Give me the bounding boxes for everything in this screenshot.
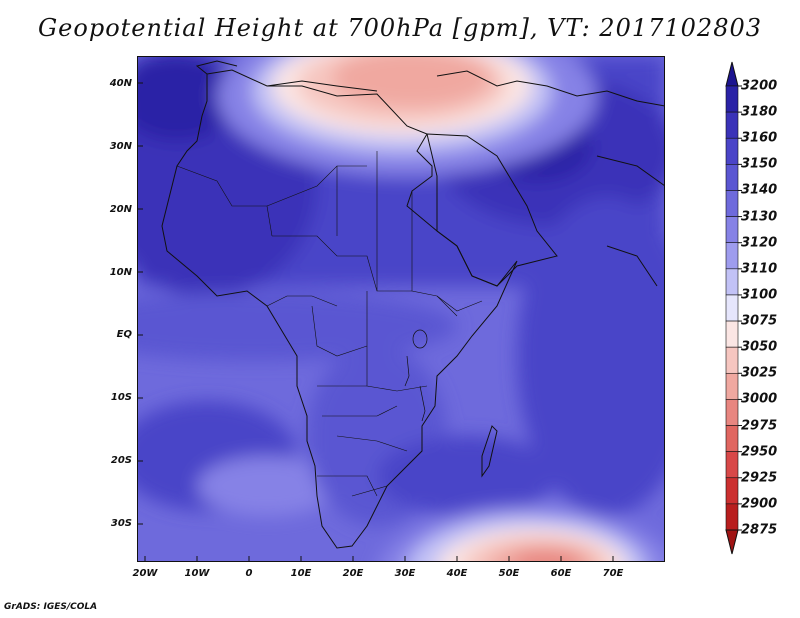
lon-label-40e: 40E bbox=[446, 568, 468, 579]
lon-label-20e: 20E bbox=[342, 568, 364, 579]
lat-label-40n: 40N bbox=[109, 78, 132, 89]
colorbar-swatch bbox=[725, 268, 739, 296]
lon-label-30e: 30E bbox=[394, 568, 416, 579]
grads-credit: GrADS: IGES/COLA bbox=[4, 602, 98, 612]
colorbar-swatch bbox=[725, 242, 739, 270]
coastlines bbox=[161, 60, 665, 549]
colorbar-label: 2875 bbox=[741, 522, 778, 538]
colorbar-swatch bbox=[725, 164, 739, 191]
colorbar-label: 3120 bbox=[741, 235, 778, 251]
lon-label-70e: 70E bbox=[602, 568, 624, 579]
height-field bbox=[137, 56, 665, 562]
colorbar-label: 3160 bbox=[741, 130, 778, 146]
lon-label-20w: 20W bbox=[132, 568, 158, 579]
colorbar-label: 2975 bbox=[741, 418, 778, 434]
map-panel bbox=[137, 56, 665, 562]
colorbar-swatch bbox=[725, 111, 739, 139]
map-title: Geopotential Height at 700hPa [gpm], VT:… bbox=[38, 14, 762, 42]
colorbar-label: 3000 bbox=[741, 391, 778, 407]
colorbar-label: 3130 bbox=[741, 209, 778, 225]
colorbar-label: 2900 bbox=[741, 496, 778, 512]
colorbar bbox=[725, 61, 742, 555]
colorbar-swatch bbox=[725, 320, 739, 348]
map-frame bbox=[137, 56, 665, 562]
colorbar-label: 2925 bbox=[741, 470, 778, 486]
colorbar-label: 3050 bbox=[741, 339, 778, 355]
lat-label-eq: EQ bbox=[116, 329, 132, 340]
colorbar-swatch bbox=[725, 503, 739, 531]
colorbar-swatch bbox=[725, 137, 739, 165]
colorbar-swatch bbox=[725, 372, 739, 400]
colorbar-swatch bbox=[725, 346, 739, 374]
colorbar-swatch bbox=[725, 399, 739, 426]
colorbar-swatch bbox=[725, 425, 739, 452]
colorbar-swatch bbox=[725, 85, 739, 113]
colorbar-swatch bbox=[725, 477, 739, 505]
colorbar-label: 3025 bbox=[741, 365, 778, 381]
colorbar-swatch bbox=[725, 216, 739, 244]
axis-ticks bbox=[137, 82, 614, 562]
colorbar-label: 3140 bbox=[741, 182, 778, 198]
lon-label-10e: 10E bbox=[290, 568, 312, 579]
colorbar-label: 3110 bbox=[741, 261, 778, 277]
geopotential-map bbox=[137, 56, 665, 562]
lat-label-20n: 20N bbox=[109, 204, 132, 215]
colorbar-swatch bbox=[725, 451, 739, 479]
colorbar-top-arrow bbox=[725, 61, 739, 87]
colorbar-label: 3150 bbox=[741, 156, 778, 172]
colorbar-label: 2950 bbox=[741, 444, 778, 460]
colorbar-label: 3200 bbox=[741, 78, 778, 94]
lon-label-0: 0 bbox=[245, 568, 253, 579]
lat-label-30s: 30S bbox=[110, 518, 132, 529]
lakes bbox=[404, 329, 428, 422]
colorbar-swatch bbox=[725, 190, 739, 217]
lon-label-10w: 10W bbox=[184, 568, 210, 579]
country-borders bbox=[176, 151, 483, 497]
colorbar-swatch bbox=[725, 294, 739, 322]
colorbar-bottom-arrow bbox=[725, 529, 739, 555]
colorbar-label: 3075 bbox=[741, 313, 778, 329]
colorbar-label: 3100 bbox=[741, 287, 778, 303]
lon-label-60e: 60E bbox=[550, 568, 572, 579]
lat-label-20s: 20S bbox=[110, 455, 132, 466]
lat-label-30n: 30N bbox=[109, 141, 132, 152]
colorbar-label: 3180 bbox=[741, 104, 778, 120]
lat-label-10n: 10N bbox=[109, 267, 132, 278]
lat-label-10s: 10S bbox=[110, 392, 132, 403]
lon-label-50e: 50E bbox=[498, 568, 520, 579]
